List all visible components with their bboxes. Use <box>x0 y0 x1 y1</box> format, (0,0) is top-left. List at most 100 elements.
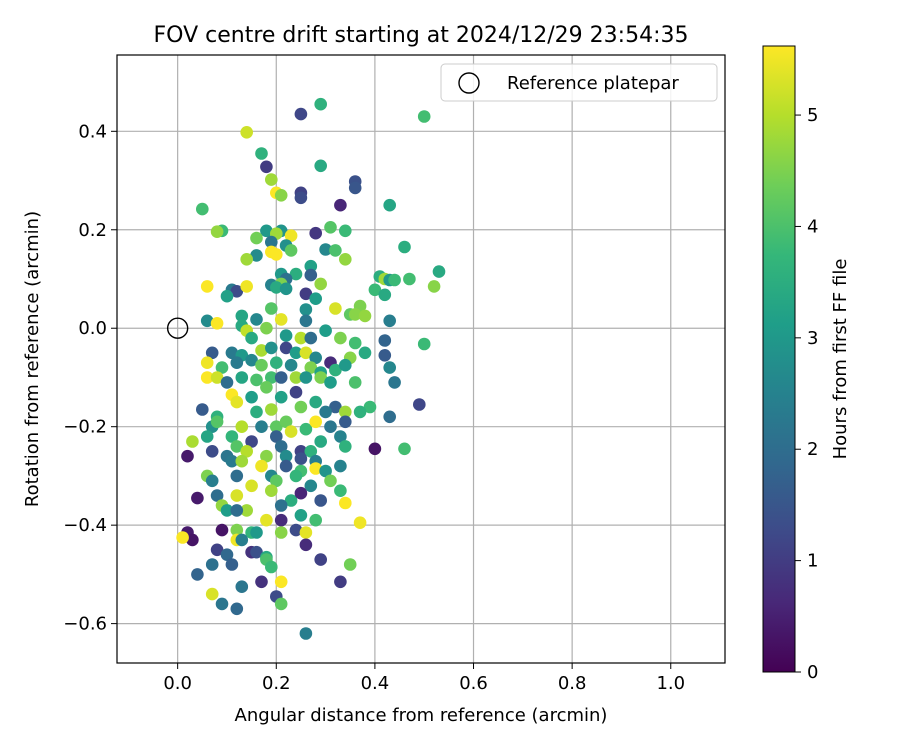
data-point <box>245 353 258 367</box>
data-point <box>289 267 303 281</box>
data-point <box>250 313 263 326</box>
data-point <box>235 309 249 323</box>
data-point <box>398 442 411 456</box>
data-point <box>230 489 244 502</box>
data-point <box>343 558 357 571</box>
data-point <box>265 341 278 355</box>
data-point <box>279 459 293 473</box>
x-tick-label: 1.0 <box>656 673 685 694</box>
legend: Reference platepar <box>440 63 718 102</box>
data-point <box>348 336 362 350</box>
chart-title: FOV centre drift starting at 2024/12/29 … <box>154 23 689 48</box>
legend-box <box>440 63 718 102</box>
data-point <box>200 371 214 384</box>
data-point <box>319 464 332 478</box>
data-point <box>200 430 214 443</box>
colorbar-tick-label: 1 <box>807 551 818 572</box>
data-point <box>299 303 313 316</box>
data-point <box>353 516 367 529</box>
data-point <box>309 292 323 306</box>
data-point <box>299 526 313 539</box>
data-point <box>299 314 313 328</box>
data-point <box>205 558 219 571</box>
data-point <box>294 191 308 205</box>
data-point <box>274 189 288 202</box>
data-point <box>294 486 308 500</box>
data-point <box>210 489 224 502</box>
data-point <box>314 277 328 291</box>
data-point <box>304 361 318 374</box>
data-point <box>339 405 352 419</box>
data-point <box>304 331 318 345</box>
data-point <box>388 376 401 389</box>
data-point <box>250 231 263 245</box>
data-point <box>432 265 446 278</box>
reference-platepar-marker <box>166 317 189 339</box>
data-point <box>235 580 249 593</box>
data-point <box>309 415 323 429</box>
data-point <box>314 97 328 111</box>
data-point <box>210 415 224 429</box>
data-point <box>348 308 362 321</box>
data-point <box>304 259 318 273</box>
data-point <box>398 240 411 254</box>
data-point <box>348 181 362 195</box>
data-point <box>358 309 372 323</box>
data-point <box>225 346 239 360</box>
data-point <box>240 252 253 266</box>
data-point <box>284 358 298 372</box>
data-point <box>245 435 258 448</box>
data-point <box>265 235 278 249</box>
data-point <box>299 346 313 360</box>
x-tick-label: 0.6 <box>459 673 488 694</box>
data-point <box>348 376 362 389</box>
data-point <box>205 474 219 488</box>
data-point <box>235 420 249 434</box>
data-point <box>339 358 352 372</box>
legend-label: Reference platepar <box>507 73 679 94</box>
colorbar-ticks: 0 1 2 3 4 5 <box>795 105 818 683</box>
data-point <box>339 440 352 453</box>
data-point <box>274 440 288 453</box>
data-point <box>314 371 328 384</box>
data-point <box>225 430 239 443</box>
data-point <box>196 403 209 416</box>
data-point <box>260 513 273 527</box>
reference-marker <box>166 317 189 339</box>
data-point <box>191 491 204 505</box>
data-point <box>319 405 332 419</box>
data-point <box>329 400 342 414</box>
data-point <box>255 575 268 589</box>
data-point <box>270 248 283 261</box>
data-point <box>265 403 278 416</box>
data-point <box>304 479 318 493</box>
data-point <box>196 202 209 216</box>
data-point <box>413 398 426 411</box>
y-tick-label: −0.6 <box>63 614 107 635</box>
data-point <box>289 385 303 399</box>
data-point <box>230 285 244 298</box>
data-point <box>274 390 288 404</box>
data-point <box>265 371 278 384</box>
data-point <box>191 568 204 581</box>
data-point <box>210 225 224 238</box>
data-point <box>220 548 234 561</box>
data-point <box>265 173 278 186</box>
data-point <box>334 430 347 443</box>
data-point <box>324 376 337 389</box>
data-point <box>215 523 229 537</box>
data-point <box>270 420 283 434</box>
data-point <box>210 317 224 330</box>
data-point <box>274 513 288 527</box>
data-point <box>289 523 303 537</box>
data-point <box>284 244 298 257</box>
y-tick-label: 0.2 <box>78 220 107 241</box>
data-point <box>339 415 352 429</box>
data-point <box>314 494 328 507</box>
data-point <box>215 361 229 374</box>
data-point <box>284 494 298 507</box>
data-point <box>324 420 337 434</box>
data-point <box>250 373 263 387</box>
data-point <box>260 449 273 463</box>
data-point <box>314 435 328 448</box>
